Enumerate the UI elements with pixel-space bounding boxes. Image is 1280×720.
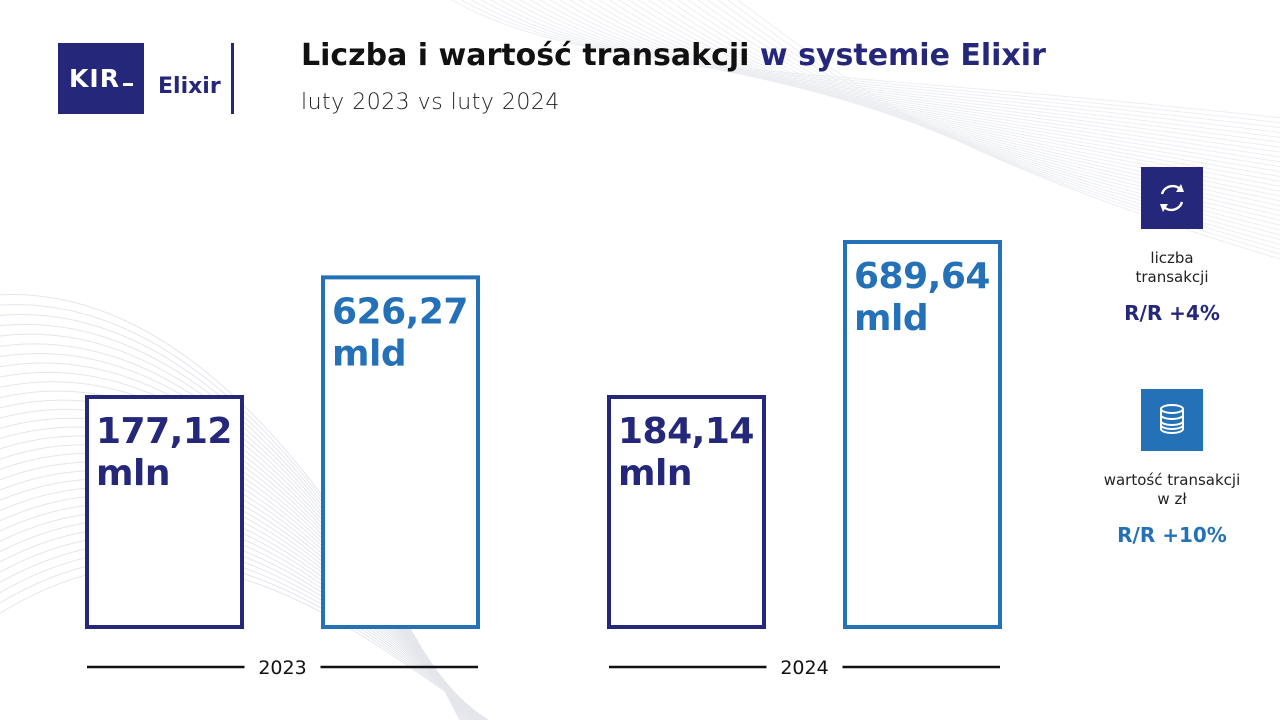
bar-2024-count [607, 395, 766, 629]
bar-value-label-2023-count: 177,12 [96, 411, 232, 452]
bar-unit-label-2023-count: mln [96, 453, 170, 494]
legend-label-count: liczba transakcji [1082, 249, 1262, 287]
wave-line [637, 0, 1280, 212]
page-subtitle: luty 2023 vs luty 2024 [301, 90, 560, 115]
wave-line [657, 0, 1280, 221]
legend-label-value-line2: w zł [1157, 490, 1187, 508]
elixir-logo-text: Elixir [158, 74, 221, 99]
page-title: Liczba i wartość transakcji w systemie E… [301, 38, 1046, 73]
kir-logo-text: KIR [69, 64, 120, 93]
legend-yoy-value: R/R +10% [1117, 523, 1227, 547]
legend-label-value-line1: wartość transakcji [1103, 471, 1241, 489]
legend-label-value: wartość transakcji w zł [1082, 471, 1262, 509]
coin-stack-icon [1160, 404, 1184, 434]
kir-logo: KIR [58, 43, 144, 114]
title-part2: w systemie Elixir [759, 38, 1046, 73]
wave-line [687, 0, 1280, 236]
title-part1: Liczba i wartość transakcji [301, 38, 750, 73]
bar-unit-label-2024-value: mld [854, 298, 928, 339]
logo-divider [231, 43, 234, 114]
legend-label-count-line2: transakcji [1135, 268, 1209, 286]
wave-line [628, 0, 1280, 207]
exchange-arrows-icon [1160, 184, 1184, 212]
bar-unit-label-2024-count: mln [618, 453, 692, 494]
bar-unit-label-2023-value: mld [332, 333, 406, 374]
wave-line [647, 0, 1280, 216]
bar-value-label-2024-count: 184,14 [618, 411, 754, 452]
bar-value-label-2023-value: 626,27 [332, 291, 468, 332]
wave-line [0, 557, 489, 720]
legend-icon-value [1141, 389, 1203, 451]
wave-line [0, 565, 489, 720]
wave-line [677, 0, 1280, 231]
bar-2024-value [843, 240, 1002, 629]
bar-value-label-2024-value: 689,64 [854, 256, 990, 297]
bar-2023-count [85, 395, 244, 629]
category-label-2024: 2024 [780, 657, 828, 679]
category-label-2023: 2023 [258, 657, 306, 679]
legend-icon-count [1141, 167, 1203, 229]
bar-2023-value [321, 275, 480, 629]
legend-label-count-line1: liczba [1150, 249, 1194, 267]
legend-yoy-count: R/R +4% [1124, 301, 1220, 325]
wave-line [667, 0, 1280, 226]
